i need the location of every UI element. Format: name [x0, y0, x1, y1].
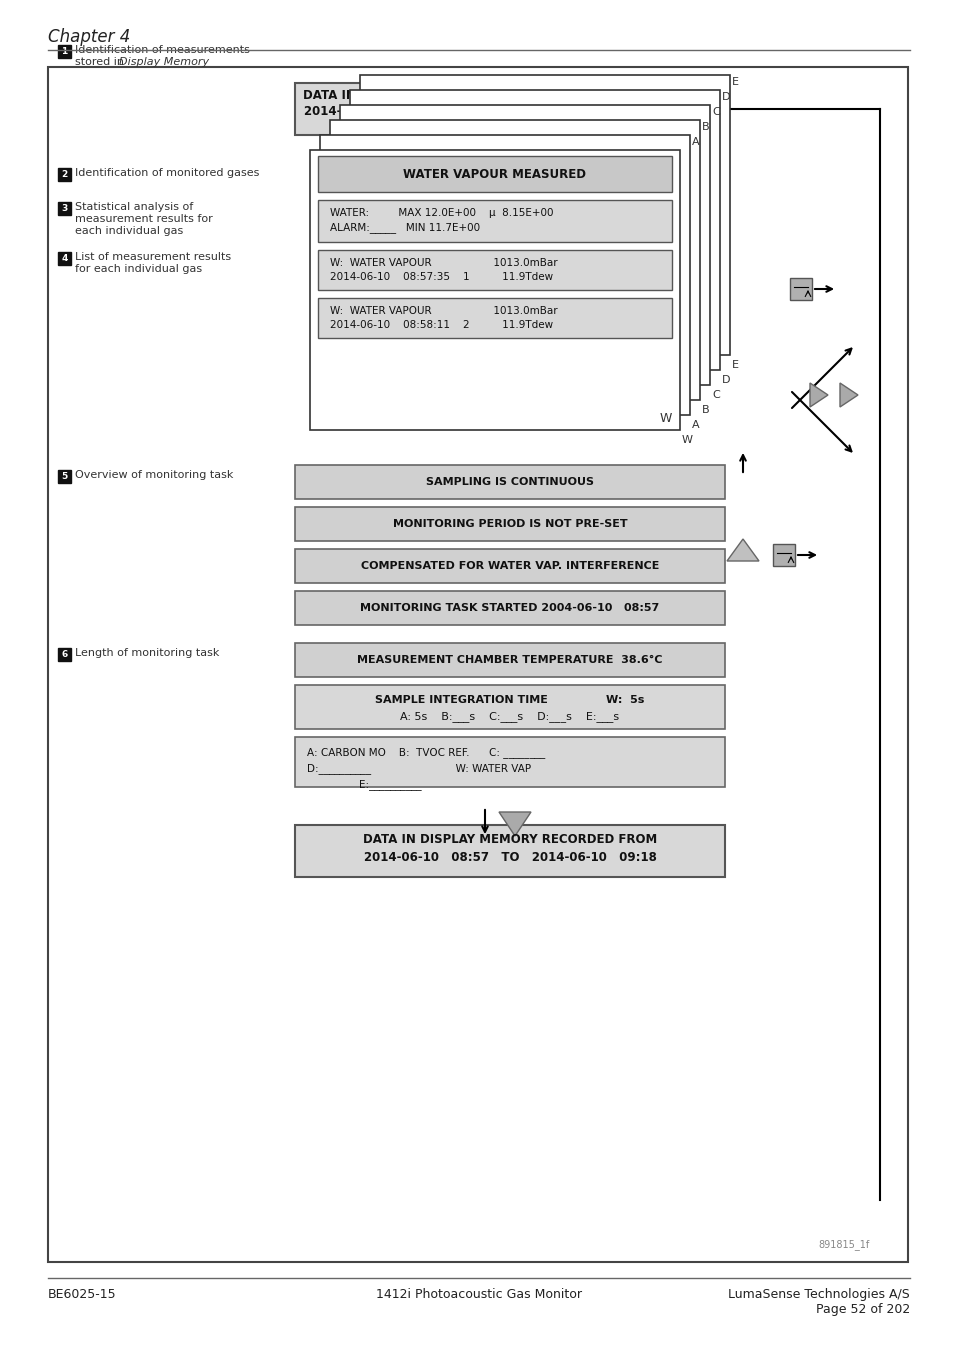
- Polygon shape: [498, 811, 531, 836]
- Bar: [317, 200, 671, 242]
- Bar: [359, 76, 729, 355]
- Text: C: C: [711, 107, 719, 117]
- Text: MEASUREMENT CHAMBER TEMPERATURE  38.6°C: MEASUREMENT CHAMBER TEMPERATURE 38.6°C: [356, 655, 662, 666]
- Text: B: B: [701, 405, 709, 414]
- Text: E:__________: E:__________: [307, 779, 421, 790]
- Bar: [58, 648, 71, 662]
- Bar: [294, 82, 604, 135]
- Bar: [294, 825, 724, 878]
- Text: MONITORING PERIOD IS NOT PRE-SET: MONITORING PERIOD IS NOT PRE-SET: [393, 518, 627, 529]
- Text: W:  WATER VAPOUR                   1013.0mBar: W: WATER VAPOUR 1013.0mBar: [330, 258, 558, 269]
- Text: SAMPLE INTEGRATION TIME               W:  5s: SAMPLE INTEGRATION TIME W: 5s: [375, 695, 644, 705]
- Text: DATA IN DISPLAY MEMORY RECORDED FROM: DATA IN DISPLAY MEMORY RECORDED FROM: [302, 89, 597, 103]
- Bar: [294, 464, 724, 500]
- Text: MONITORING TASK STARTED 2004-06-10   08:57: MONITORING TASK STARTED 2004-06-10 08:57: [360, 603, 659, 613]
- Text: 5: 5: [61, 472, 68, 481]
- Bar: [310, 150, 679, 431]
- Text: 2014-06-10   08:57   TO   2014-06-10   09:18: 2014-06-10 08:57 TO 2014-06-10 09:18: [303, 105, 596, 117]
- Bar: [789, 278, 811, 300]
- Bar: [58, 202, 71, 215]
- Text: D: D: [721, 92, 730, 103]
- Text: Identification of measurements: Identification of measurements: [75, 45, 250, 55]
- Bar: [58, 167, 71, 181]
- Text: ALARM:_____   MIN 11.7E+00: ALARM:_____ MIN 11.7E+00: [330, 221, 479, 234]
- Text: Statistical analysis of: Statistical analysis of: [75, 202, 193, 212]
- Text: A: A: [691, 136, 699, 147]
- Text: Identification of monitored gases: Identification of monitored gases: [75, 167, 259, 178]
- Text: Display Memory: Display Memory: [119, 57, 209, 68]
- Text: stored in: stored in: [75, 57, 128, 68]
- Text: 2: 2: [61, 170, 68, 180]
- Bar: [317, 250, 671, 290]
- Polygon shape: [840, 383, 857, 406]
- Text: each individual gas: each individual gas: [75, 225, 183, 236]
- Text: W: W: [681, 435, 692, 446]
- Text: 2014-06-10    08:58:11    2          11.9Tdew: 2014-06-10 08:58:11 2 11.9Tdew: [330, 320, 553, 329]
- Bar: [58, 470, 71, 483]
- Bar: [330, 120, 700, 400]
- Text: W:  WATER VAPOUR                   1013.0mBar: W: WATER VAPOUR 1013.0mBar: [330, 306, 558, 316]
- Polygon shape: [435, 150, 464, 171]
- Bar: [58, 45, 71, 58]
- Bar: [294, 643, 724, 676]
- Polygon shape: [726, 539, 759, 562]
- Text: 891815_1f: 891815_1f: [818, 1239, 869, 1250]
- Text: DATA IN DISPLAY MEMORY RECORDED FROM: DATA IN DISPLAY MEMORY RECORDED FROM: [362, 833, 657, 846]
- Text: 2014-06-10    08:57:35    1          11.9Tdew: 2014-06-10 08:57:35 1 11.9Tdew: [330, 271, 553, 282]
- Text: A: A: [691, 420, 699, 431]
- Text: 1412i Photoacoustic Gas Monitor: 1412i Photoacoustic Gas Monitor: [375, 1288, 581, 1301]
- Text: WATER:         MAX 12.0E+00    μ  8.15E+00: WATER: MAX 12.0E+00 μ 8.15E+00: [330, 208, 553, 217]
- Text: BE6025-15: BE6025-15: [48, 1288, 116, 1301]
- Text: D: D: [721, 375, 730, 385]
- Bar: [294, 508, 724, 541]
- Text: Overview of monitoring task: Overview of monitoring task: [75, 470, 233, 481]
- Text: for each individual gas: for each individual gas: [75, 265, 202, 274]
- Polygon shape: [809, 383, 827, 406]
- Text: A: CARBON MO    B:  TVOC REF.      C: ________: A: CARBON MO B: TVOC REF. C: ________: [307, 747, 545, 757]
- Text: Length of monitoring task: Length of monitoring task: [75, 648, 219, 657]
- Text: C: C: [711, 390, 719, 400]
- Bar: [350, 90, 720, 370]
- Text: Chapter 4: Chapter 4: [48, 28, 131, 46]
- Text: W: W: [659, 412, 671, 425]
- Text: A: 5s    B:___s    C:___s    D:___s    E:___s: A: 5s B:___s C:___s D:___s E:___s: [400, 711, 618, 722]
- Text: B: B: [701, 122, 709, 132]
- Text: 6: 6: [61, 649, 68, 659]
- Bar: [317, 157, 671, 192]
- Bar: [772, 544, 794, 566]
- Text: SAMPLING IS CONTINUOUS: SAMPLING IS CONTINUOUS: [426, 477, 594, 487]
- Bar: [58, 252, 71, 265]
- Text: D:__________                          W: WATER VAP: D:__________ W: WATER VAP: [307, 763, 531, 774]
- Text: 4: 4: [61, 254, 68, 263]
- Bar: [319, 135, 689, 414]
- Bar: [317, 298, 671, 338]
- Text: 1: 1: [61, 47, 68, 55]
- Text: measurement results for: measurement results for: [75, 215, 213, 224]
- Text: COMPENSATED FOR WATER VAP. INTERFERENCE: COMPENSATED FOR WATER VAP. INTERFERENCE: [360, 562, 659, 571]
- Bar: [294, 737, 724, 787]
- Text: WATER VAPOUR MEASURED: WATER VAPOUR MEASURED: [403, 167, 586, 181]
- Bar: [339, 105, 709, 385]
- Bar: [294, 684, 724, 729]
- Text: E: E: [731, 360, 739, 370]
- Text: LumaSense Technologies A/S
Page 52 of 202: LumaSense Technologies A/S Page 52 of 20…: [727, 1288, 909, 1316]
- Text: 2014-06-10   08:57   TO   2014-06-10   09:18: 2014-06-10 08:57 TO 2014-06-10 09:18: [363, 850, 656, 864]
- Bar: [48, 68, 907, 1262]
- Bar: [294, 549, 724, 583]
- Text: 3: 3: [61, 204, 68, 213]
- Bar: [294, 591, 724, 625]
- Text: E: E: [731, 77, 739, 86]
- Text: List of measurement results: List of measurement results: [75, 252, 231, 262]
